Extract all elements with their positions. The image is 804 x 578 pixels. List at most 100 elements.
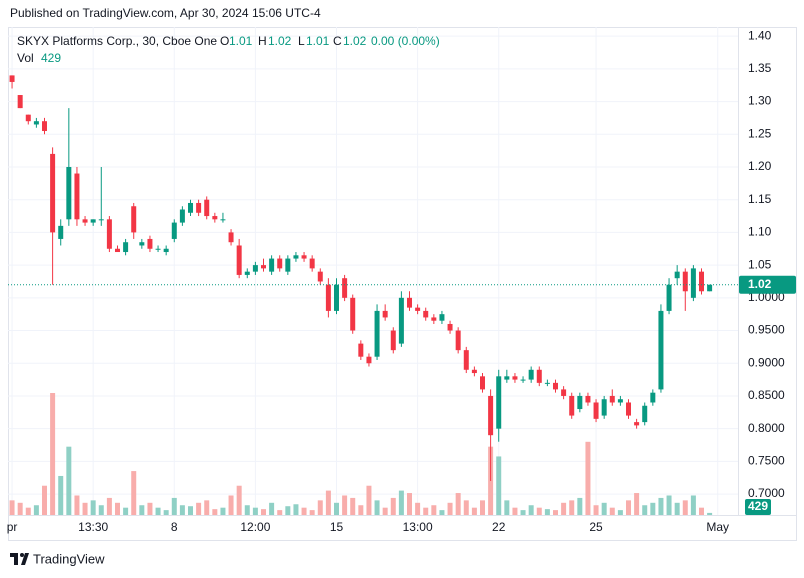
y-tick-label: 0.9000 xyxy=(748,355,785,369)
legend-key: L xyxy=(298,34,305,48)
candle-body xyxy=(512,376,518,380)
candle-body xyxy=(528,369,534,380)
x-tick-label: 12:00 xyxy=(240,520,270,534)
volume-bar xyxy=(642,505,648,515)
volume-bar xyxy=(553,510,558,515)
candle-body xyxy=(674,271,680,279)
volume-bar xyxy=(163,510,169,515)
volume-bar xyxy=(617,510,623,515)
volume-bar xyxy=(33,505,39,515)
volume-bar xyxy=(504,500,510,515)
y-tick-label: 1.20 xyxy=(748,159,772,173)
volume-bar xyxy=(609,507,615,515)
y-tick-label: 1.05 xyxy=(748,257,772,271)
volume-bar xyxy=(520,510,526,515)
candle-body xyxy=(293,255,299,259)
legend-key: H xyxy=(258,34,267,48)
volume-bar xyxy=(261,509,266,515)
candle-body xyxy=(650,392,656,403)
logo-mark xyxy=(20,553,24,557)
candle-body xyxy=(82,219,88,223)
logo-mark xyxy=(21,553,29,565)
logo-mark xyxy=(10,553,18,565)
candle-body xyxy=(382,310,388,318)
candle-body xyxy=(334,284,339,311)
volume-bar xyxy=(301,507,307,515)
volume-bar xyxy=(480,500,485,515)
candle-body xyxy=(455,330,461,351)
candle-body xyxy=(609,395,615,403)
candle-body xyxy=(196,202,202,213)
volume-bar xyxy=(512,507,518,515)
legend-value: 1.02 xyxy=(268,34,292,48)
chart-frame xyxy=(8,27,797,541)
candle-body xyxy=(561,389,567,396)
candle-body xyxy=(682,271,688,292)
candle-body xyxy=(471,369,477,374)
volume-bar xyxy=(244,505,250,515)
volume-bar xyxy=(82,502,88,515)
volume-bar xyxy=(50,393,56,515)
candle-body xyxy=(690,268,696,298)
candle-body xyxy=(544,382,550,384)
volume-bar xyxy=(66,446,72,515)
candle-body xyxy=(204,199,210,217)
x-tick-label: 13:00 xyxy=(403,520,433,534)
candle-body xyxy=(325,284,331,311)
candle-body xyxy=(504,376,510,380)
x-tick-label: 15 xyxy=(330,520,344,534)
volume-bar xyxy=(682,500,688,515)
volume-bar xyxy=(536,507,542,515)
labels: SKYX Platforms Corp., 30, Cboe One O 1.0… xyxy=(7,28,796,534)
plot xyxy=(8,75,738,515)
volume-bar xyxy=(123,507,129,515)
candle-body xyxy=(488,395,494,436)
candle-body xyxy=(617,399,623,403)
volume-bar xyxy=(285,506,291,515)
volume-bar xyxy=(699,507,704,515)
candle-body xyxy=(139,242,145,246)
volume-bar xyxy=(277,510,283,515)
candle-body xyxy=(131,206,137,233)
candle-body xyxy=(342,278,348,298)
volume-bar xyxy=(674,502,680,515)
x-tick-label: 25 xyxy=(589,520,603,534)
volume-bar xyxy=(658,497,664,515)
candle-body xyxy=(123,242,129,253)
candle-body xyxy=(415,307,421,311)
x-tick-label: 8 xyxy=(171,520,178,534)
volume-bar xyxy=(593,505,599,515)
candle-body xyxy=(569,395,575,416)
volume-bar xyxy=(626,500,631,515)
candle-body xyxy=(66,166,72,220)
candle-body xyxy=(699,271,704,292)
volume-bar xyxy=(17,502,23,515)
last-price-box xyxy=(739,275,796,294)
volume-bar xyxy=(196,502,202,515)
y-tick-label: 1.30 xyxy=(748,94,772,108)
candle-body xyxy=(58,225,64,239)
candle-body xyxy=(407,297,412,308)
candle-body xyxy=(447,323,453,331)
candle-body xyxy=(553,382,558,390)
volume-bar xyxy=(171,497,177,515)
candle-body xyxy=(285,258,291,272)
candle-body xyxy=(90,219,96,223)
candle-body xyxy=(106,219,112,249)
x-tick-label: May xyxy=(706,520,729,534)
volume-bar xyxy=(366,485,372,515)
volume-bar xyxy=(585,441,591,515)
volume-bar xyxy=(358,505,364,515)
candle-body xyxy=(269,258,275,272)
volume-bar xyxy=(455,493,461,515)
volume-bar xyxy=(423,507,429,515)
candle-body xyxy=(593,402,599,419)
volume-bar xyxy=(236,485,242,515)
candle-body xyxy=(309,258,315,269)
candle-body xyxy=(439,314,445,321)
candle-body xyxy=(212,216,218,220)
volume-bar xyxy=(650,502,656,515)
volume-bar xyxy=(25,507,31,515)
legend-key: O xyxy=(220,34,229,48)
